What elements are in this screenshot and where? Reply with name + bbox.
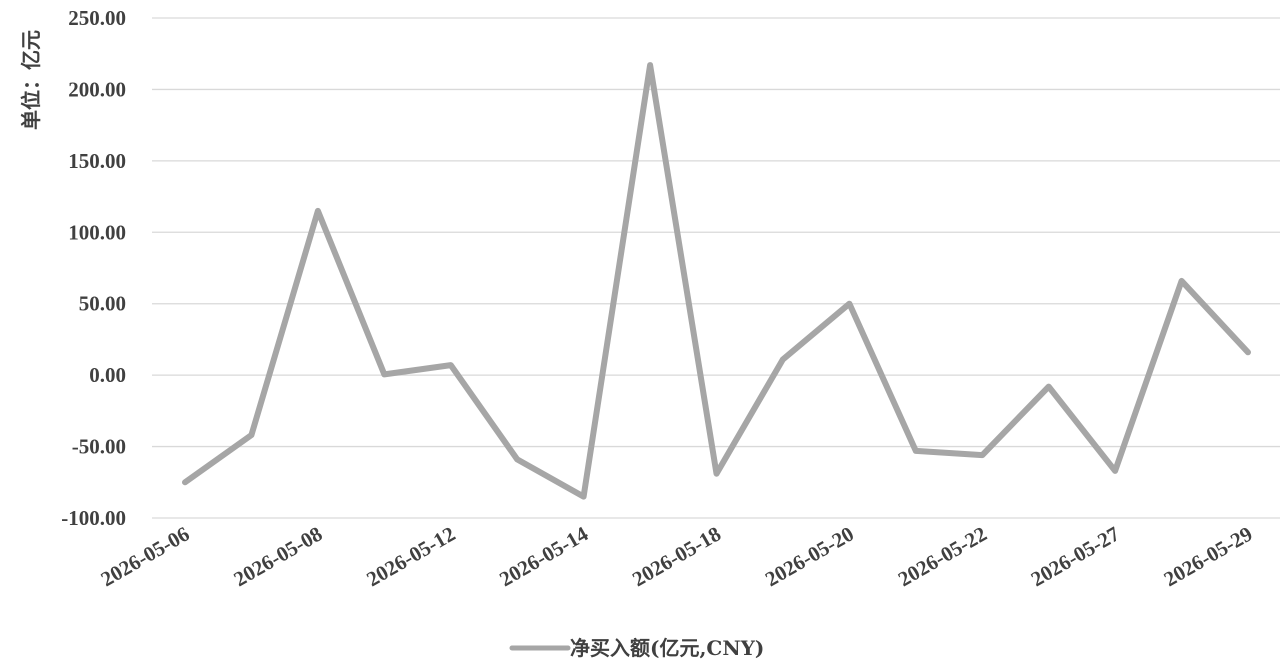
data-point: [780, 356, 786, 362]
data-point: [1112, 468, 1118, 474]
y-tick-label: 200.00: [68, 77, 126, 101]
y-tick-label: 250.00: [68, 6, 126, 30]
data-point: [913, 448, 919, 454]
x-tick-label: 2026-05-20: [761, 522, 858, 592]
y-axis-ticks: 250.00 200.00 150.00 100.00 50.00 0.00 -50.00 -…: [61, 6, 126, 530]
data-point: [647, 62, 653, 68]
data-point: [514, 456, 520, 462]
legend: 净买入额(亿元,CNY): [509, 636, 764, 660]
y-tick-label: 100.00: [68, 220, 126, 244]
data-point: [1245, 349, 1251, 355]
data-point: [979, 452, 985, 458]
data-point: [846, 301, 852, 307]
x-tick-label: 2026-05-08: [230, 522, 327, 592]
data-point: [248, 432, 254, 438]
x-tick-label: 2026-05-06: [97, 522, 194, 592]
y-tick-label: 150.00: [68, 149, 126, 173]
x-tick-label: 2026-05-12: [362, 522, 459, 592]
x-tick-label: 2026-05-29: [1160, 522, 1257, 592]
series-line: [182, 62, 1251, 500]
y-tick-label: -50.00: [72, 435, 126, 459]
data-point: [315, 208, 321, 214]
x-tick-label: 2026-05-14: [495, 521, 592, 591]
y-tick-label: -100.00: [61, 506, 126, 530]
x-tick-label: 2026-05-27: [1027, 522, 1124, 592]
legend-label: 净买入额(亿元,CNY): [570, 636, 764, 660]
gridlines: [152, 17, 1280, 519]
x-axis-ticks: 2026-05-06 2026-05-08 2026-05-12 2026-05-14…: [97, 521, 1257, 591]
y-tick-label: 0.00: [89, 363, 126, 387]
data-point: [1046, 384, 1052, 390]
y-axis-unit-label: 单位：亿元: [19, 30, 43, 130]
y-tick-label: 50.00: [79, 292, 126, 316]
x-tick-label: 2026-05-22: [894, 522, 991, 592]
data-point: [714, 471, 719, 477]
data-point: [182, 479, 188, 485]
x-tick-label: 2026-05-18: [628, 522, 725, 592]
data-point: [381, 371, 387, 377]
data-point: [448, 362, 454, 368]
series-layer: [182, 62, 1251, 500]
data-point: [581, 494, 587, 500]
data-point: [1179, 278, 1185, 284]
